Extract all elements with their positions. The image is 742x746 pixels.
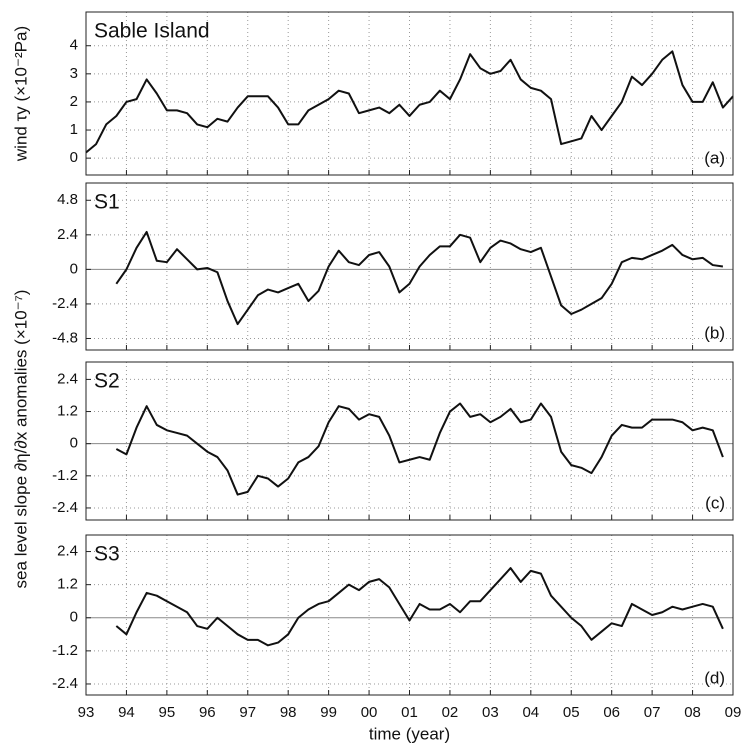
x-tick-label: 99 bbox=[320, 704, 337, 721]
y-tick-label: 0 bbox=[70, 149, 78, 166]
panel-annotation: (b) bbox=[704, 323, 725, 342]
panel-title: S3 bbox=[94, 543, 120, 566]
x-tick-label: 98 bbox=[280, 704, 297, 721]
x-tick-label: 96 bbox=[199, 704, 216, 721]
y-tick-label: 2.4 bbox=[57, 370, 78, 387]
y-tick-label: -4.8 bbox=[52, 329, 78, 346]
y-tick-label: 0 bbox=[70, 260, 78, 277]
panel-title: S1 bbox=[94, 191, 120, 214]
panel-frame bbox=[85, 534, 734, 696]
panel-annotation: (c) bbox=[705, 493, 725, 512]
y-tick-label: -2.4 bbox=[52, 295, 78, 312]
panel-frame bbox=[85, 182, 734, 351]
x-tick-label: 07 bbox=[644, 704, 661, 721]
y-axis-label: wind τy (×10⁻²Pa) bbox=[11, 26, 30, 162]
panel-frame bbox=[85, 11, 734, 176]
x-tick-label: 00 bbox=[361, 704, 378, 721]
y-tick-label: -2.4 bbox=[52, 675, 78, 692]
y-tick-label: -1.2 bbox=[52, 467, 78, 484]
y-tick-label: 2.4 bbox=[57, 543, 78, 560]
panel-annotation: (a) bbox=[704, 148, 725, 167]
y-tick-label: 3 bbox=[70, 65, 78, 82]
data-line bbox=[115, 230, 724, 326]
panel-title: Sable Island bbox=[94, 20, 210, 43]
x-tick-label: 93 bbox=[78, 704, 95, 721]
x-axis-label: time (year) bbox=[369, 724, 450, 743]
data-line bbox=[115, 567, 724, 647]
x-tick-label: 02 bbox=[442, 704, 459, 721]
y-axis-label: sea level slope ∂η/∂x anomalies (×10⁻⁷) bbox=[11, 290, 30, 589]
y-tick-label: 1.2 bbox=[57, 576, 78, 593]
y-tick-label: 1 bbox=[70, 121, 78, 138]
y-tick-label: -2.4 bbox=[52, 499, 78, 516]
x-tick-label: 04 bbox=[522, 704, 539, 721]
y-tick-label: 0 bbox=[70, 435, 78, 452]
x-tick-label: 01 bbox=[401, 704, 418, 721]
y-tick-label: 4.8 bbox=[57, 191, 78, 208]
y-tick-label: 2 bbox=[70, 93, 78, 110]
y-tick-label: 0 bbox=[70, 609, 78, 626]
y-tick-label: 1.2 bbox=[57, 403, 78, 420]
x-tick-label: 08 bbox=[684, 704, 701, 721]
data-line bbox=[85, 50, 734, 154]
panel-title: S2 bbox=[94, 370, 120, 393]
x-tick-label: 05 bbox=[563, 704, 580, 721]
x-tick-label: 03 bbox=[482, 704, 499, 721]
data-line bbox=[115, 402, 724, 496]
x-tick-label: 95 bbox=[159, 704, 176, 721]
y-tick-label: 4 bbox=[70, 37, 78, 54]
panel-annotation: (d) bbox=[704, 668, 725, 687]
x-tick-label: 06 bbox=[603, 704, 620, 721]
panel-frame bbox=[85, 361, 734, 521]
x-tick-label: 94 bbox=[118, 704, 135, 721]
y-tick-label: -1.2 bbox=[52, 642, 78, 659]
y-tick-label: 2.4 bbox=[57, 226, 78, 243]
x-tick-label: 97 bbox=[239, 704, 256, 721]
x-tick-label: 09 bbox=[725, 704, 742, 721]
